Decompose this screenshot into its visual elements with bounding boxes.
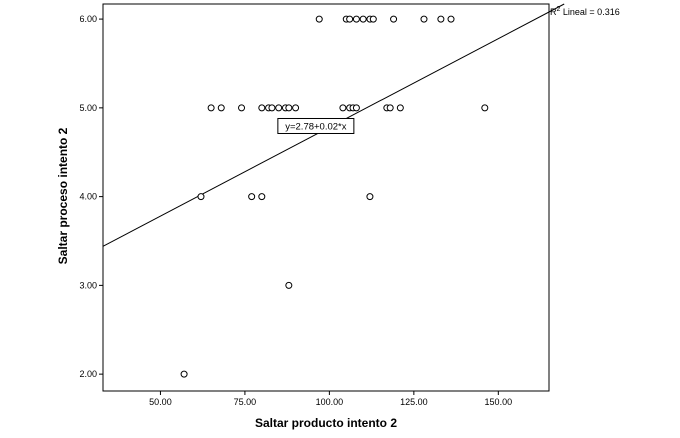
data-point	[180, 370, 188, 378]
y-tick-label: 2.00	[79, 369, 97, 379]
data-point	[197, 193, 205, 201]
equation-annotation: y=2.78+0.02*x	[277, 117, 355, 134]
data-point	[248, 193, 256, 201]
r2-superscript: 2	[557, 6, 561, 13]
data-point	[447, 15, 455, 23]
data-point	[258, 104, 266, 112]
data-point	[275, 104, 283, 112]
equation-box	[277, 117, 355, 134]
data-point	[420, 15, 428, 23]
x-axis-title: Saltar producto intento 2	[255, 416, 397, 430]
data-point	[292, 104, 300, 112]
data-point	[386, 104, 394, 112]
data-point	[285, 104, 293, 112]
x-tick-label: 75.00	[234, 397, 257, 407]
data-points	[180, 15, 489, 378]
x-tick-label: 50.00	[149, 397, 172, 407]
data-point	[207, 104, 215, 112]
data-point	[369, 15, 377, 23]
data-point	[437, 15, 445, 23]
data-point	[258, 193, 266, 201]
plot-frame	[102, 3, 550, 392]
y-tick-label: 4.00	[79, 192, 97, 202]
data-point	[315, 15, 323, 23]
r2-label: R2 Lineal = 0.316	[550, 6, 620, 17]
data-point	[346, 15, 354, 23]
data-point	[339, 104, 347, 112]
data-point	[359, 15, 367, 23]
y-axis-ticks: 2.00 3.00 4.00 5.00 6.00	[79, 14, 103, 379]
data-point	[352, 15, 360, 23]
r2-value: Lineal = 0.316	[560, 7, 619, 17]
x-tick-label: 100.00	[316, 397, 344, 407]
data-point	[481, 104, 489, 112]
data-point	[390, 15, 398, 23]
y-tick-label: 5.00	[79, 103, 97, 113]
x-tick-label: 125.00	[400, 397, 428, 407]
x-tick-label: 150.00	[485, 397, 513, 407]
y-axis-title: Saltar proceso intento 2	[56, 127, 70, 264]
r2-prefix: R	[550, 7, 557, 17]
data-point	[268, 104, 276, 112]
data-point	[352, 104, 360, 112]
data-point	[396, 104, 404, 112]
equation-text: y=2.78+0.02*x	[285, 121, 347, 132]
y-tick-label: 3.00	[79, 280, 97, 290]
y-tick-label: 6.00	[79, 14, 97, 24]
data-point	[285, 281, 293, 289]
data-point	[217, 104, 225, 112]
x-axis-ticks: 50.00 75.00 100.00 125.00 150.00	[149, 391, 512, 407]
data-point	[238, 104, 246, 112]
data-point	[366, 193, 374, 201]
